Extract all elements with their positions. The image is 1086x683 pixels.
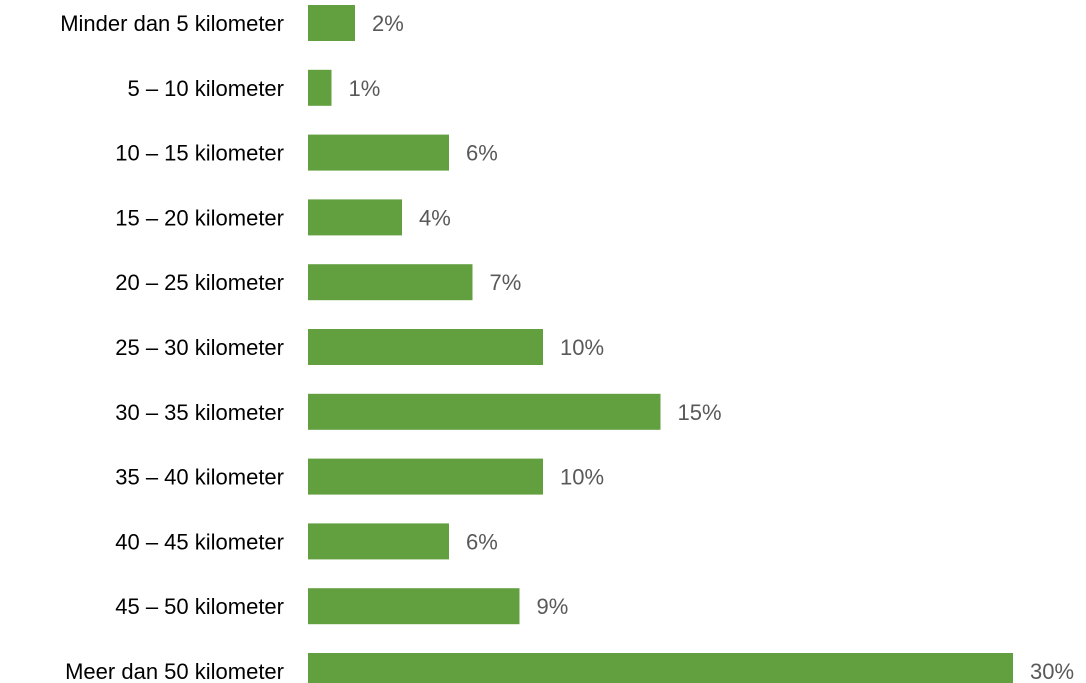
category-label: 25 – 30 kilometer — [115, 335, 284, 360]
bar — [308, 69, 332, 106]
value-label: 7% — [490, 270, 522, 295]
bar — [308, 329, 543, 365]
bar — [308, 199, 402, 236]
value-label: 2% — [372, 11, 404, 36]
bar — [308, 5, 355, 41]
category-label: 45 – 50 kilometer — [115, 594, 284, 619]
category-label: 35 – 40 kilometer — [115, 465, 284, 490]
category-label: 10 – 15 kilometer — [115, 141, 284, 166]
category-label: 20 – 25 kilometer — [115, 270, 284, 295]
bar — [308, 393, 661, 430]
bar — [308, 653, 1013, 683]
value-labels-group: 2% 1% 6% 4% 7% 10% 15% 10% 6% 9% 30% — [349, 11, 1075, 683]
category-label: Minder dan 5 kilometer — [60, 11, 284, 36]
value-label: 10% — [560, 465, 604, 490]
bar — [308, 134, 449, 171]
category-label: Meer dan 50 kilometer — [65, 659, 284, 683]
value-label: 1% — [349, 76, 381, 101]
value-label: 6% — [466, 141, 498, 166]
value-label: 6% — [466, 529, 498, 554]
category-label: 30 – 35 kilometer — [115, 400, 284, 425]
value-label: 15% — [678, 400, 722, 425]
value-label: 30% — [1030, 659, 1074, 683]
value-label: 10% — [560, 335, 604, 360]
bars-group — [308, 5, 1013, 683]
bar — [308, 264, 473, 301]
category-label: 40 – 45 kilometer — [115, 529, 284, 554]
bar — [308, 458, 543, 495]
value-label: 9% — [537, 594, 569, 619]
category-labels-group: Minder dan 5 kilometer 5 – 10 kilometer 10… — [60, 11, 284, 683]
category-label: 5 – 10 kilometer — [127, 76, 284, 101]
bar — [308, 523, 449, 560]
bar — [308, 588, 520, 625]
value-label: 4% — [419, 205, 451, 230]
category-label: 15 – 20 kilometer — [115, 205, 284, 230]
